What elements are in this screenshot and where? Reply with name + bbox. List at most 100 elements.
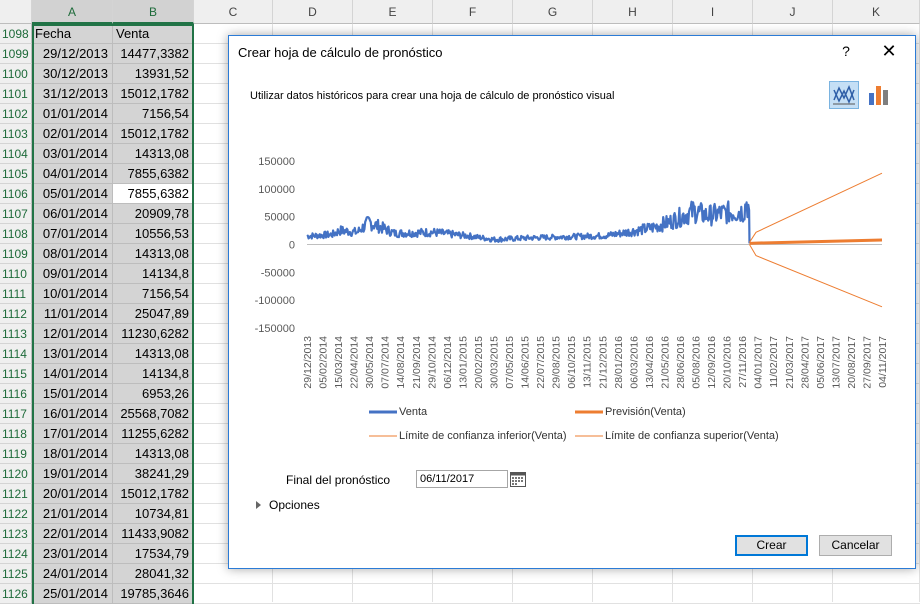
cell-b[interactable]: 14313,08 [113, 244, 194, 264]
cell-b[interactable]: 10556,53 [113, 224, 194, 244]
cell-b[interactable]: 7156,54 [113, 284, 194, 304]
cell-b[interactable]: 14313,08 [113, 144, 194, 164]
cell-a[interactable]: 16/01/2014 [32, 404, 113, 424]
cell-a[interactable]: 29/12/2013 [32, 44, 113, 64]
cell-a[interactable]: 07/01/2014 [32, 224, 113, 244]
cancel-button[interactable]: Cancelar [819, 535, 892, 556]
row-header[interactable]: 1104 [0, 144, 32, 164]
column-header-k[interactable]: K [833, 0, 920, 24]
cell-b[interactable]: 15012,1782 [113, 84, 194, 104]
calendar-button[interactable] [509, 470, 527, 488]
cell-a[interactable]: 02/01/2014 [32, 124, 113, 144]
forecast-end-input[interactable]: 06/11/2017 [416, 470, 508, 488]
create-button[interactable]: Crear [735, 535, 808, 556]
cell-b[interactable]: 7855,6382 [113, 164, 194, 184]
cell-b[interactable]: 19785,3646 [113, 584, 194, 604]
cell-b[interactable]: 10734,81 [113, 504, 194, 524]
cell-a[interactable]: 12/01/2014 [32, 324, 113, 344]
column-header-e[interactable]: E [353, 0, 433, 24]
row-header[interactable]: 1119 [0, 444, 32, 464]
cell-b[interactable]: 14134,8 [113, 264, 194, 284]
cell-b[interactable]: 14134,8 [113, 364, 194, 384]
column-header-d[interactable]: D [273, 0, 353, 24]
options-toggle[interactable]: Opciones [269, 498, 320, 512]
cell-a[interactable]: 09/01/2014 [32, 264, 113, 284]
row-header[interactable]: 1098 [0, 24, 32, 44]
row-header[interactable]: 1111 [0, 284, 32, 304]
cell-a[interactable]: 25/01/2014 [32, 584, 113, 604]
close-icon[interactable]: ✕ [881, 41, 897, 61]
column-header-b[interactable]: B [113, 0, 194, 24]
row-header[interactable]: 1124 [0, 544, 32, 564]
column-header-h[interactable]: H [593, 0, 673, 24]
cell-a[interactable]: 08/01/2014 [32, 244, 113, 264]
expand-triangle-icon[interactable] [256, 501, 261, 509]
cell-a[interactable]: 05/01/2014 [32, 184, 113, 204]
cell-a[interactable]: 13/01/2014 [32, 344, 113, 364]
cell-b[interactable]: 28041,32 [113, 564, 194, 584]
cell-b[interactable]: 14313,08 [113, 344, 194, 364]
cell-a[interactable]: 04/01/2014 [32, 164, 113, 184]
row-header[interactable]: 1109 [0, 244, 32, 264]
line-chart-button[interactable] [829, 81, 859, 109]
cell-a[interactable]: 23/01/2014 [32, 544, 113, 564]
row-header[interactable]: 1114 [0, 344, 32, 364]
row-header[interactable]: 1122 [0, 504, 32, 524]
column-header-j[interactable]: J [753, 0, 833, 24]
cell-b[interactable]: 14313,08 [113, 444, 194, 464]
row-header[interactable]: 1102 [0, 104, 32, 124]
row-header[interactable]: 1100 [0, 64, 32, 84]
cell-a[interactable]: 18/01/2014 [32, 444, 113, 464]
cell-a[interactable]: 06/01/2014 [32, 204, 113, 224]
column-header-g[interactable]: G [513, 0, 593, 24]
row-header[interactable]: 1105 [0, 164, 32, 184]
row-header[interactable]: 1103 [0, 124, 32, 144]
row-header[interactable]: 1106 [0, 184, 32, 204]
cell-b[interactable]: 25047,89 [113, 304, 194, 324]
row-header[interactable]: 1118 [0, 424, 32, 444]
cell-b[interactable]: 20909,78 [113, 204, 194, 224]
cell-b[interactable]: 14477,3382 [113, 44, 194, 64]
cell-header-venta[interactable]: Venta [113, 24, 194, 44]
row-header[interactable]: 1113 [0, 324, 32, 344]
column-header-c[interactable]: C [194, 0, 273, 24]
cell-b[interactable]: 11230,6282 [113, 324, 194, 344]
row-header[interactable]: 1115 [0, 364, 32, 384]
cell-b[interactable]: 7156,54 [113, 104, 194, 124]
column-header-a[interactable]: A [32, 0, 113, 24]
cell-a[interactable]: 03/01/2014 [32, 144, 113, 164]
cell-a[interactable]: 17/01/2014 [32, 424, 113, 444]
select-all-corner[interactable] [0, 0, 32, 24]
cell-b[interactable]: 6953,26 [113, 384, 194, 404]
row-header[interactable]: 1120 [0, 464, 32, 484]
cell-b[interactable]: 15012,1782 [113, 484, 194, 504]
cell-a[interactable]: 15/01/2014 [32, 384, 113, 404]
cell-a[interactable]: 30/12/2013 [32, 64, 113, 84]
row-header[interactable]: 1101 [0, 84, 32, 104]
row-header[interactable]: 1108 [0, 224, 32, 244]
cell-a[interactable]: 11/01/2014 [32, 304, 113, 324]
cell-a[interactable]: 20/01/2014 [32, 484, 113, 504]
row-header[interactable]: 1125 [0, 564, 32, 584]
cell-b[interactable]: 11433,9082 [113, 524, 194, 544]
cell-a[interactable]: 21/01/2014 [32, 504, 113, 524]
cell-b[interactable]: 11255,6282 [113, 424, 194, 444]
help-button[interactable]: ? [842, 43, 850, 59]
row-header[interactable]: 1123 [0, 524, 32, 544]
column-header-i[interactable]: I [673, 0, 753, 24]
row-header[interactable]: 1121 [0, 484, 32, 504]
column-chart-button[interactable] [865, 81, 893, 109]
row-header[interactable]: 1126 [0, 584, 32, 604]
row-header[interactable]: 1110 [0, 264, 32, 284]
cell-a[interactable]: 22/01/2014 [32, 524, 113, 544]
column-header-f[interactable]: F [433, 0, 513, 24]
row-header[interactable]: 1112 [0, 304, 32, 324]
row-header[interactable]: 1117 [0, 404, 32, 424]
cell-b[interactable]: 17534,79 [113, 544, 194, 564]
cell-b[interactable]: 13931,52 [113, 64, 194, 84]
cell-header-fecha[interactable]: Fecha [32, 24, 113, 44]
cell-b[interactable]: 15012,1782 [113, 124, 194, 144]
cell-b[interactable]: 38241,29 [113, 464, 194, 484]
active-cell[interactable]: 7855,6382 [113, 184, 194, 204]
row-header[interactable]: 1116 [0, 384, 32, 404]
